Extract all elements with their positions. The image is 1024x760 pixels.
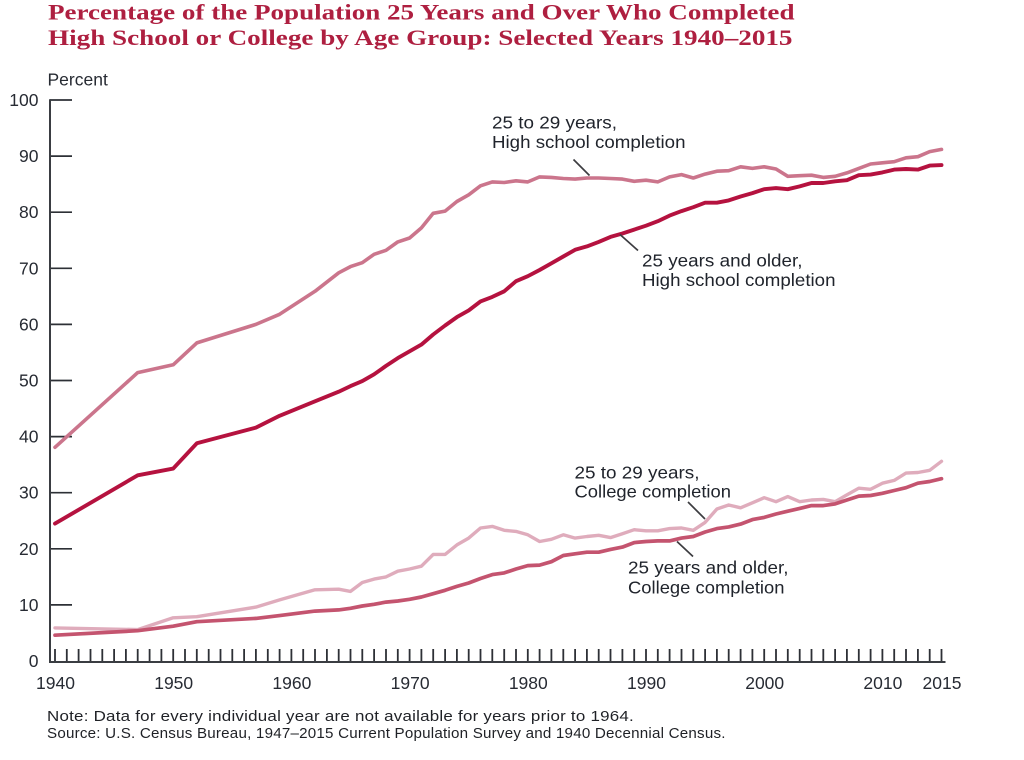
svg-text:60: 60 [19, 314, 39, 334]
svg-text:College completion: College completion [628, 578, 785, 598]
svg-text:80: 80 [19, 202, 39, 222]
svg-text:1940: 1940 [36, 673, 75, 693]
svg-text:25 to 29 years,: 25 to 29 years, [575, 462, 700, 482]
svg-text:1960: 1960 [272, 673, 311, 693]
svg-text:Percentage of the Population 2: Percentage of the Population 25 Years an… [48, 0, 795, 25]
svg-text:High School or College by Age: High School or College by Age Group: Sel… [48, 25, 793, 50]
svg-text:25 years and older,: 25 years and older, [642, 251, 803, 271]
svg-text:2000: 2000 [745, 673, 784, 693]
svg-text:90: 90 [19, 146, 39, 166]
svg-text:40: 40 [19, 427, 39, 447]
svg-text:50: 50 [19, 371, 39, 391]
svg-text:Percent: Percent [48, 70, 108, 90]
svg-text:30: 30 [19, 483, 39, 503]
svg-text:25 to 29 years,: 25 to 29 years, [492, 113, 617, 133]
svg-text:1980: 1980 [509, 673, 548, 693]
svg-text:1950: 1950 [154, 673, 193, 693]
svg-text:2010: 2010 [863, 673, 902, 693]
svg-text:1990: 1990 [627, 673, 666, 693]
svg-text:1970: 1970 [391, 673, 430, 693]
svg-text:2015: 2015 [923, 673, 962, 693]
svg-text:20: 20 [19, 539, 39, 559]
svg-text:High school completion: High school completion [492, 132, 686, 152]
svg-text:0: 0 [29, 651, 39, 671]
svg-text:25 years and older,: 25 years and older, [628, 558, 789, 578]
svg-text:70: 70 [19, 258, 39, 278]
svg-text:College completion: College completion [575, 481, 732, 501]
svg-text:Note: Data for every individua: Note: Data for every individual year are… [47, 709, 634, 725]
svg-text:100: 100 [9, 90, 38, 110]
svg-text:High school completion: High school completion [642, 270, 836, 290]
svg-text:Source: U.S. Census Bureau, 19: Source: U.S. Census Bureau, 1947–2015 Cu… [47, 726, 726, 742]
svg-text:10: 10 [19, 595, 39, 615]
